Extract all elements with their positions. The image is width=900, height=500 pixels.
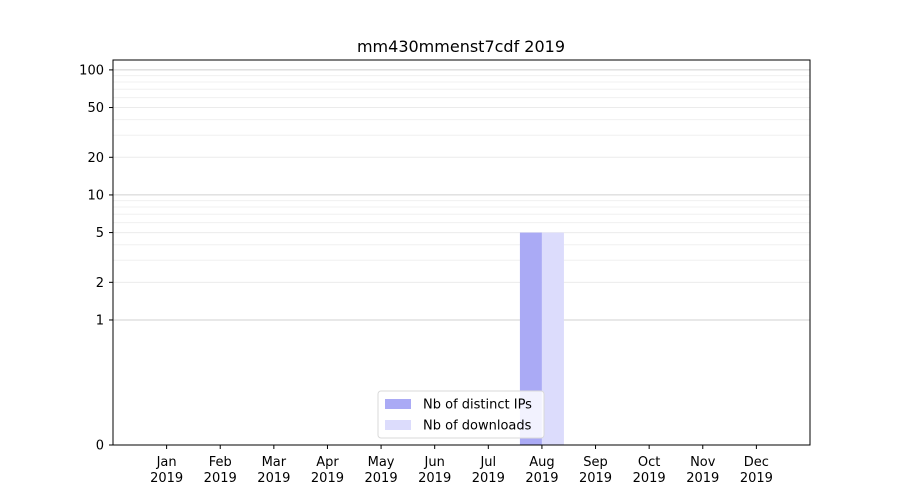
x-tick-label-year: 2019	[311, 471, 344, 486]
x-tick-label-year: 2019	[740, 471, 773, 486]
x-tick-label-month: Jan	[156, 455, 177, 470]
x-tick-label-year: 2019	[633, 471, 666, 486]
x-tick-label-month: Feb	[209, 455, 232, 470]
legend-swatch-nb-of-downloads	[385, 420, 411, 430]
y-axis: 0 1 2 5 10 20 50 100	[79, 63, 113, 454]
x-tick-label-month: Jun	[424, 455, 445, 470]
y-tick-label: 1	[96, 313, 104, 328]
x-tick-label-year: 2019	[204, 471, 237, 486]
grid	[113, 69, 810, 321]
legend-label-nb-of-distinct-ips: Nb of distinct IPs	[423, 398, 532, 413]
y-tick-label: 0	[96, 439, 104, 454]
x-tick-label-year: 2019	[418, 471, 451, 486]
x-tick-label-month: Oct	[638, 455, 660, 470]
legend: Nb of distinct IPs Nb of downloads	[377, 390, 545, 439]
chart-title: mm430mmenst7cdf 2019	[357, 37, 565, 56]
y-tick-label: 100	[79, 63, 104, 78]
x-tick-label-month: Nov	[690, 455, 716, 470]
x-tick-label-month: Dec	[744, 455, 769, 470]
y-tick-label: 20	[87, 151, 104, 166]
x-tick-label-year: 2019	[365, 471, 398, 486]
x-tick-label-year: 2019	[579, 471, 612, 486]
x-axis: Jan2019Feb2019Mar2019Apr2019May2019Jun20…	[150, 445, 773, 486]
plot-frame	[112, 59, 811, 446]
y-tick-label: 2	[96, 276, 104, 291]
legend-box	[377, 390, 545, 439]
y-tick-label: 50	[87, 101, 104, 116]
legend-swatch-nb-of-distinct-ips	[385, 399, 411, 409]
x-tick-label-month: Jul	[479, 455, 496, 470]
x-tick-label-month: Mar	[262, 455, 287, 470]
x-tick-label-month: Apr	[316, 455, 339, 470]
legend-label-nb-of-downloads: Nb of downloads	[423, 419, 532, 434]
x-tick-label-year: 2019	[472, 471, 505, 486]
x-tick-label-year: 2019	[686, 471, 719, 486]
x-tick-label-year: 2019	[150, 471, 183, 486]
x-tick-label-year: 2019	[525, 471, 558, 486]
x-tick-label-month: May	[368, 455, 395, 470]
y-tick-label: 5	[96, 226, 104, 241]
x-tick-label-year: 2019	[257, 471, 290, 486]
bar-nb-of-downloads-aug	[541, 232, 564, 445]
x-tick-label-month: Sep	[583, 455, 608, 470]
y-tick-label: 10	[87, 188, 104, 203]
x-tick-label-month: Aug	[529, 455, 554, 470]
